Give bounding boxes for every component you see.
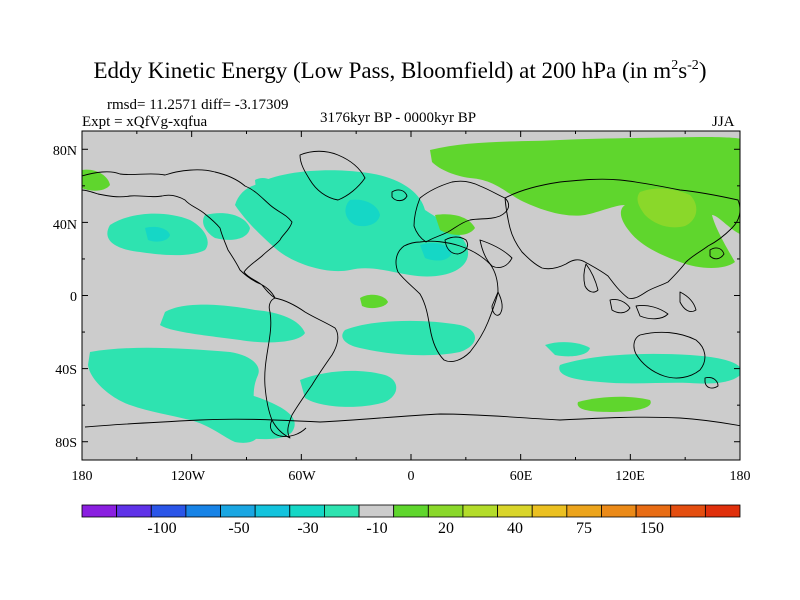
x-tick-label: 180 xyxy=(729,469,751,484)
x-tick-label: 120W xyxy=(170,469,206,484)
colorbar-swatch xyxy=(670,504,706,518)
colorbar-swatch xyxy=(462,504,498,518)
colorbar-label: -30 xyxy=(297,520,319,537)
colorbar xyxy=(81,504,741,518)
coastlines xyxy=(82,150,740,439)
period-label: 3176kyr BP - 0000kyr BP xyxy=(320,110,477,126)
colorbar-swatch xyxy=(150,504,187,518)
colorbar-label: 40 xyxy=(507,520,523,537)
colorbar-swatch xyxy=(704,504,741,518)
colorbar-label: 75 xyxy=(576,520,592,537)
experiment-label: Expt = xQfVg-xqfua xyxy=(82,114,208,130)
colorbar-label: -10 xyxy=(366,520,388,537)
y-tick-label: 40N xyxy=(52,218,77,233)
colorbar-swatch xyxy=(531,504,568,518)
x-tick-label: 60E xyxy=(509,469,533,484)
positive-anomaly-regions xyxy=(82,137,740,412)
colorbar-swatch xyxy=(116,504,152,518)
colorbar-swatch xyxy=(497,504,533,518)
x-tick-label: 120E xyxy=(615,469,645,484)
colorbar-swatch xyxy=(601,504,637,518)
colorbar-label: -100 xyxy=(147,520,177,537)
negative-anomaly-regions xyxy=(88,170,740,443)
colorbar-swatch xyxy=(566,504,602,518)
y-tick-label: 40S xyxy=(55,363,77,378)
positive-strong-regions xyxy=(637,188,697,228)
season-label: JJA xyxy=(712,114,735,130)
y-tick-label: 0 xyxy=(70,290,77,305)
colorbar-swatch xyxy=(81,504,118,518)
colorbar-swatch xyxy=(220,504,256,518)
chart-title: Eddy Kinetic Energy (Low Pass, Bloomfiel… xyxy=(93,58,707,83)
colorbar-swatch xyxy=(289,504,325,518)
x-tick-label: 0 xyxy=(407,469,415,484)
colorbar-swatch xyxy=(427,504,464,518)
colorbar-swatch xyxy=(254,504,291,518)
tick-marks xyxy=(81,131,741,460)
colorbar-label: 150 xyxy=(640,520,664,537)
x-tick-label: 60W xyxy=(288,469,316,484)
colorbar-swatch xyxy=(358,504,395,518)
negative-strong-regions xyxy=(145,199,452,261)
colorbar-swatch xyxy=(635,504,672,518)
colorbar-label: 20 xyxy=(438,520,454,537)
map-field xyxy=(82,131,740,460)
y-tick-label: 80S xyxy=(55,436,77,451)
y-tick-label: 80N xyxy=(52,144,77,159)
colorbar-swatch xyxy=(185,504,221,518)
stats-label: rmsd= 11.2571 diff= -3.17309 xyxy=(107,97,289,113)
colorbar-swatch xyxy=(393,504,429,518)
x-tick-label: 180 xyxy=(71,469,93,484)
colorbar-swatch xyxy=(324,504,360,518)
colorbar-label: -50 xyxy=(228,520,250,537)
